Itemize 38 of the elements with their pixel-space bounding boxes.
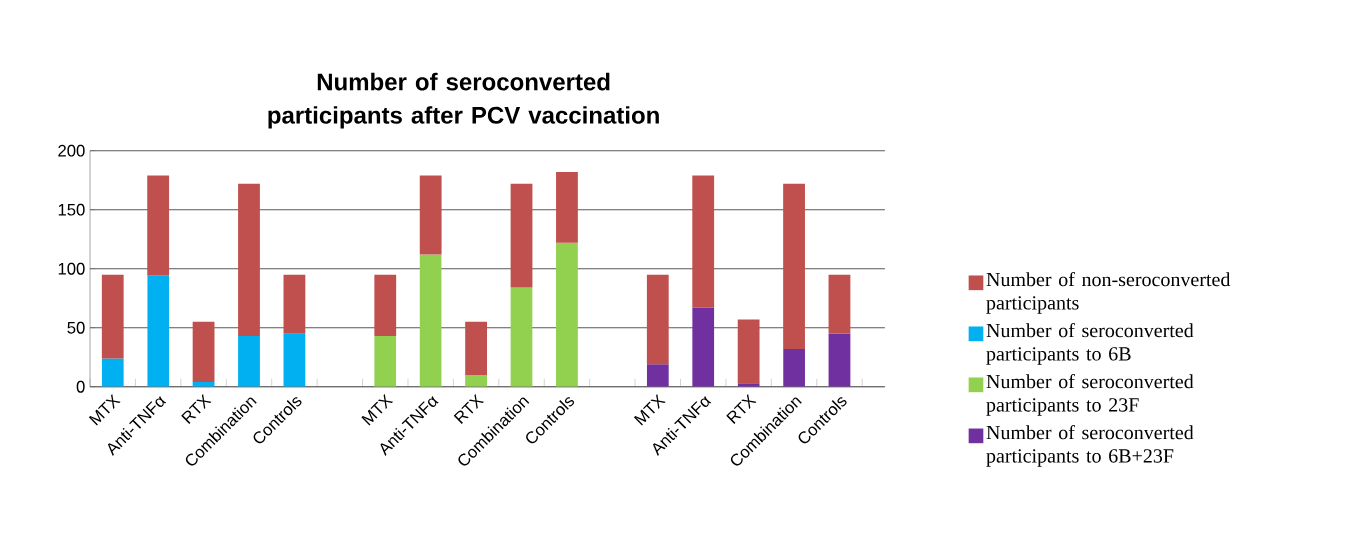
bar bbox=[556, 242, 578, 387]
bar bbox=[828, 274, 851, 334]
y-tick-label: 50 bbox=[67, 321, 85, 334]
chart-title: Number of seroconverted participants after PCV vaccination bbox=[268, 72, 659, 129]
bar bbox=[192, 321, 215, 382]
bar bbox=[828, 333, 851, 387]
y-tick-label: 200 bbox=[58, 144, 85, 157]
bar bbox=[419, 175, 442, 255]
bar bbox=[419, 254, 442, 387]
bar bbox=[147, 275, 170, 387]
bar bbox=[374, 274, 397, 336]
bar bbox=[556, 171, 578, 243]
bar bbox=[646, 274, 669, 365]
legend-label: Number of seroconverted participants to 23F bbox=[986, 373, 1194, 416]
bar bbox=[510, 287, 533, 387]
bar bbox=[238, 335, 260, 387]
y-tick-label: 150 bbox=[58, 203, 85, 216]
bar bbox=[374, 335, 397, 387]
legend-label: Number of non-seroconverted participants bbox=[986, 271, 1231, 314]
bar bbox=[238, 183, 260, 336]
y-tick-label: 0 bbox=[76, 380, 85, 393]
bar bbox=[646, 364, 669, 387]
bar bbox=[783, 348, 805, 387]
legend-label: Number of seroconverted participants to 6B bbox=[986, 322, 1194, 365]
bar bbox=[692, 307, 715, 387]
bar bbox=[465, 321, 488, 375]
bar bbox=[283, 274, 306, 334]
bar bbox=[283, 333, 306, 387]
bar bbox=[101, 274, 124, 359]
bar bbox=[737, 319, 760, 383]
y-tick-label: 100 bbox=[58, 262, 85, 275]
legend-label: Number of seroconverted participants to 6B+23F bbox=[986, 424, 1194, 467]
bar bbox=[783, 183, 805, 349]
bar bbox=[692, 175, 715, 308]
bar bbox=[465, 374, 488, 387]
bar bbox=[147, 175, 170, 276]
bar bbox=[101, 358, 124, 387]
bar bbox=[510, 183, 533, 288]
